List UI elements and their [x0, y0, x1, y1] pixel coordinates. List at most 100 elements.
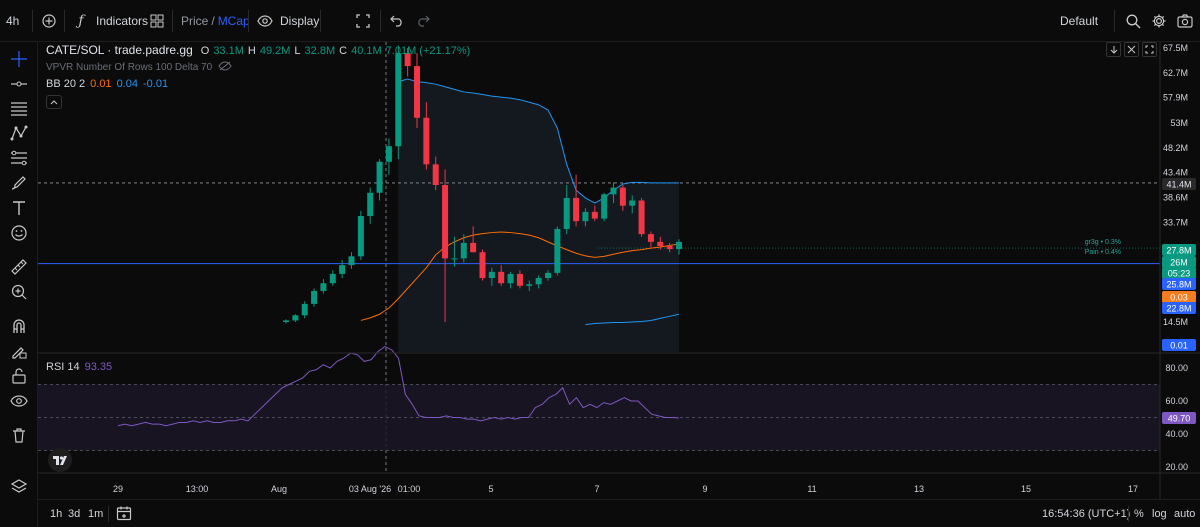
crosshair-tool[interactable]: [8, 48, 30, 70]
templates-button[interactable]: [148, 11, 166, 31]
rsi-legend[interactable]: RSI 14 93.35: [46, 361, 112, 373]
price-tick-label: 43.4M: [1163, 168, 1188, 178]
candle-body: [610, 187, 617, 195]
interval-button[interactable]: 4h: [6, 11, 19, 31]
price-badge-label: 0.03: [1170, 293, 1188, 303]
candle-body: [657, 241, 664, 247]
time-tick-label: 17: [1128, 484, 1138, 494]
pane-controls: [1106, 42, 1157, 57]
object-tree-button[interactable]: [8, 476, 30, 498]
range-3d[interactable]: 3d: [68, 508, 81, 520]
candle-body: [629, 200, 636, 206]
price-tick-label: 57.9M: [1163, 93, 1188, 103]
magnet-tool[interactable]: [8, 315, 30, 337]
hidden-eye-icon[interactable]: [218, 61, 232, 74]
candle-body: [516, 273, 523, 286]
fib-tool[interactable]: [8, 98, 30, 120]
time-tick-label: 9: [702, 484, 707, 494]
time-tick-label: 03 Aug '26: [349, 484, 391, 494]
candle-body: [414, 66, 420, 118]
display-label: Display: [280, 14, 320, 28]
price-tick-label: 67.5M: [1163, 43, 1188, 53]
price-badge-bg: [1162, 302, 1196, 314]
ruler-tool[interactable]: [8, 256, 30, 278]
range-1h[interactable]: 1h: [50, 508, 63, 520]
price-option[interactable]: Price: [181, 14, 209, 28]
chevron-up-icon: [46, 95, 62, 109]
candle-body: [470, 242, 477, 253]
zoom-tool[interactable]: [8, 281, 30, 303]
trendline-tool[interactable]: [8, 73, 30, 95]
price-badge-bg: [1162, 178, 1196, 190]
candle-body: [395, 53, 402, 147]
text-tool[interactable]: [8, 197, 30, 219]
candle-body: [320, 283, 327, 291]
bb-legend[interactable]: BB 20 2 0.01 0.04 -0.01: [46, 78, 168, 90]
price-tick-label: 62.7M: [1163, 68, 1188, 78]
price-mcap-toggle[interactable]: Price / MCap: [181, 11, 250, 31]
candle-body: [488, 271, 495, 279]
emoji-tool[interactable]: [8, 222, 30, 244]
stay-drawing-tool[interactable]: [8, 340, 30, 362]
candle-body: [507, 273, 514, 284]
rsi-pane[interactable]: [38, 345, 1160, 451]
search-button[interactable]: [1124, 11, 1142, 31]
camera-icon: [1176, 12, 1194, 30]
settings-button[interactable]: [1150, 11, 1168, 31]
candle-body: [554, 228, 561, 273]
candle-body: [292, 315, 299, 321]
bb-lower-value: -0.01: [142, 78, 169, 90]
fullscreen-icon: [354, 12, 372, 30]
indicators-button[interactable]: ƒ Indicators: [72, 11, 148, 31]
snapshot-button[interactable]: [1176, 11, 1194, 31]
candle-body: [591, 211, 598, 219]
pattern-tool[interactable]: [8, 122, 30, 144]
fullscreen-button[interactable]: [354, 11, 372, 31]
clock-timezone[interactable]: 16:54:36 (UTC+1): [1042, 508, 1131, 520]
maximize-pane-button[interactable]: [1142, 42, 1157, 57]
delete-drawings-tool[interactable]: [8, 424, 30, 446]
goto-date-button[interactable]: [116, 505, 132, 524]
chart-area[interactable]: gr3g • 0.3%Pain • 0.4% 67.5M62.7M57.9M53…: [38, 42, 1200, 499]
candle-body: [339, 265, 346, 274]
zoom-in-icon: [11, 284, 27, 300]
ohlc-open-label: O: [200, 45, 210, 57]
text-icon: [13, 201, 25, 215]
ohlc-close: 40.1M: [351, 45, 382, 57]
layout-button[interactable]: Default: [1060, 11, 1098, 31]
compare-symbol-button[interactable]: [40, 11, 58, 31]
candle-body: [573, 197, 580, 222]
grid-icon: [148, 12, 166, 30]
undo-button[interactable]: [388, 11, 406, 31]
top-toolbar: 4h ƒ Indicators Price / MCap Display Def…: [0, 0, 1200, 42]
symbol-legend: CATE/SOL · trade.padre.gg O 33.1M H 49.2M …: [46, 43, 470, 57]
display-button[interactable]: Display: [256, 11, 319, 31]
auto-toggle[interactable]: auto: [1174, 508, 1196, 520]
time-tick-label: 11: [807, 484, 816, 494]
rsi-tick-label: 40.00: [1165, 429, 1188, 439]
pattern-icon: [10, 125, 28, 141]
tv-logo-icon[interactable]: [48, 448, 72, 472]
vpvr-legend[interactable]: VPVR Number Of Rows 100 Delta 70: [46, 61, 232, 74]
axes: 67.5M 62.7M 57.9M 53M 48.2M 43.4M 38.6M 33.7M 14…: [38, 42, 1200, 499]
candle-body: [283, 320, 289, 322]
price-pane[interactable]: gr3g • 0.3% Pain • 0.4%: [38, 42, 1160, 473]
hide-drawings-tool[interactable]: [8, 390, 30, 412]
mcap-option[interactable]: MCap: [217, 14, 250, 28]
calendar-icon: [116, 506, 132, 521]
candle-body: [432, 164, 439, 185]
percent-toggle[interactable]: %: [1134, 508, 1144, 520]
collapse-pane-button[interactable]: [1124, 42, 1139, 57]
range-1m[interactable]: 1m: [88, 508, 104, 520]
lock-drawings-tool[interactable]: [8, 365, 30, 387]
move-down-button[interactable]: [1106, 42, 1121, 57]
projection-tool[interactable]: [8, 147, 30, 169]
log-toggle[interactable]: log: [1152, 508, 1167, 520]
legend-collapse-button[interactable]: [46, 95, 62, 109]
drawing-toolbar: [0, 42, 38, 527]
price-badge-label: 41.4M: [1166, 180, 1191, 190]
redo-button[interactable]: [414, 11, 432, 31]
brush-tool[interactable]: [8, 172, 30, 194]
symbol-title[interactable]: CATE/SOL · trade.padre.gg: [46, 43, 193, 57]
redo-icon: [414, 12, 432, 30]
